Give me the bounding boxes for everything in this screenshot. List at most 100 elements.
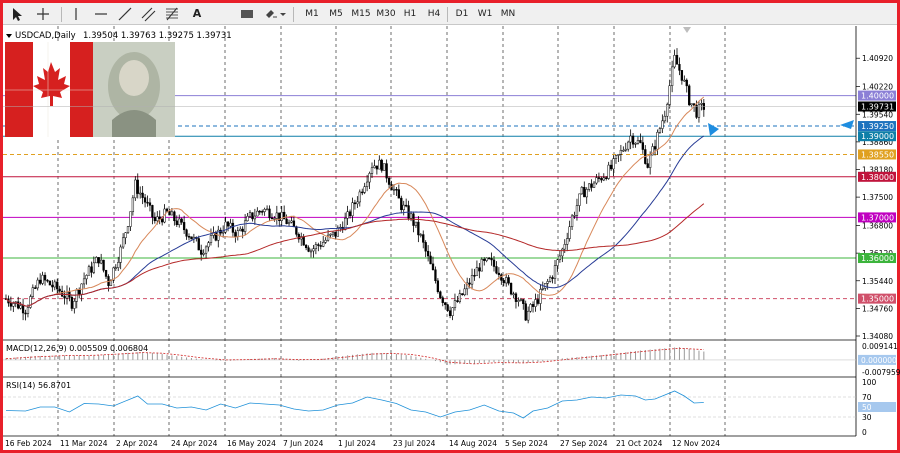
candle-body (661, 120, 664, 129)
candle-body (85, 275, 88, 280)
channel-icon[interactable] (140, 5, 156, 23)
candle-body (487, 257, 491, 260)
candle-body (622, 149, 625, 152)
text-icon[interactable]: A (192, 7, 202, 20)
timeframe-mn-button[interactable]: MN (500, 9, 516, 19)
ohlc-header: 1.39504 1.39763 1.39275 1.39731 (83, 31, 232, 41)
candle-body (649, 154, 652, 168)
cursor-icon[interactable] (9, 5, 25, 23)
candle-body (190, 236, 193, 240)
level-label-value: 1.38000 (861, 173, 894, 182)
candle-body (563, 244, 566, 250)
candle-body (251, 212, 254, 220)
candle-body (268, 208, 271, 219)
candle-body (573, 215, 576, 217)
date-tick-label: 16 May 2024 (227, 439, 276, 448)
candle-body (187, 236, 191, 238)
shift-marker-icon (683, 27, 691, 33)
candle-body (319, 245, 322, 247)
candle-body (73, 301, 76, 309)
candle-body (448, 310, 452, 317)
moving-average-line (5, 96, 705, 307)
chart-menu-chevron-icon[interactable] (6, 34, 12, 38)
candle-body (104, 270, 108, 277)
timeframe-m30-button[interactable]: M30 (376, 9, 396, 19)
candle-body (405, 204, 408, 207)
timeframe-m15-button[interactable]: M15 (351, 9, 371, 19)
timeframe-h4-button[interactable]: H4 (427, 9, 441, 19)
timeframe-d1-button[interactable]: D1 (455, 9, 469, 19)
candle-body (612, 158, 615, 170)
macd-zero-label-box (858, 354, 896, 365)
candle-body (224, 221, 227, 233)
candle-body (165, 208, 169, 212)
candle-body (495, 266, 498, 274)
candle-body (307, 247, 310, 252)
candle-body (97, 257, 100, 264)
macd-tick-label: 0.000000 (861, 356, 897, 365)
candle-body (317, 244, 320, 246)
candle-body (114, 267, 117, 269)
candle-body (385, 163, 388, 179)
candle-body (70, 296, 74, 309)
candle-body (121, 237, 125, 248)
candle-body (436, 280, 440, 292)
candle-body (261, 211, 264, 213)
fibonacci-icon[interactable] (164, 5, 180, 23)
candle-body (204, 246, 208, 254)
candle-body (639, 140, 642, 143)
vertical-line-icon[interactable] (69, 5, 83, 23)
candle-body (151, 205, 154, 218)
candle-body (200, 249, 203, 255)
candle-body (26, 307, 30, 314)
candle-body (178, 218, 181, 225)
candle-body (568, 226, 571, 239)
price-tick-label: 1.34080 (862, 332, 893, 341)
candle-body (636, 140, 640, 144)
price-tick-label: 1.35440 (862, 277, 893, 286)
date-tick-label: 16 Feb 2024 (5, 439, 52, 448)
candle-body (156, 216, 159, 222)
candle-body (263, 209, 266, 212)
candle-body (324, 239, 327, 243)
candle-body (136, 179, 139, 194)
date-tick-label: 21 Oct 2024 (616, 439, 663, 448)
candle-body (131, 197, 135, 212)
shapes-icon[interactable] (263, 5, 287, 23)
label-icon[interactable] (239, 5, 255, 23)
timeframe-m5-button[interactable]: M5 (329, 9, 343, 19)
trendline-icon[interactable] (117, 5, 133, 23)
candle-body (595, 177, 598, 184)
horizontal-line-icon[interactable] (93, 5, 109, 23)
candle-body (453, 300, 457, 308)
candle-body (309, 250, 313, 253)
rsi-label: RSI(14) 56.8701 (6, 381, 71, 390)
timeframe-m1-button[interactable]: M1 (305, 9, 319, 19)
price-tick-label: 1.39540 (862, 110, 893, 119)
candle-body (21, 305, 25, 314)
candle-body (517, 300, 520, 302)
candle-body (478, 267, 481, 272)
symbol-header: USDCAD,Daily (15, 31, 76, 41)
timeframe-h1-button[interactable]: H1 (403, 9, 417, 19)
timeframe-w1-button[interactable]: W1 (477, 9, 493, 19)
level-label-box (858, 293, 896, 304)
rsi-tick-label: 0 (862, 428, 867, 437)
candle-body (583, 187, 586, 198)
candle-body (546, 281, 549, 284)
date-tick-label: 7 Jun 2024 (283, 439, 324, 448)
candle-body (87, 266, 91, 276)
candle-body (697, 103, 701, 118)
candle-body (578, 193, 581, 206)
candle-body (141, 192, 144, 198)
rsi-line (5, 390, 704, 419)
candle-body (522, 299, 525, 304)
candle-body (527, 310, 530, 321)
candle-body (534, 299, 537, 307)
candle-body (609, 164, 613, 170)
candle-body (265, 208, 269, 211)
candle-body (441, 297, 444, 303)
crosshair-icon[interactable] (35, 5, 51, 23)
